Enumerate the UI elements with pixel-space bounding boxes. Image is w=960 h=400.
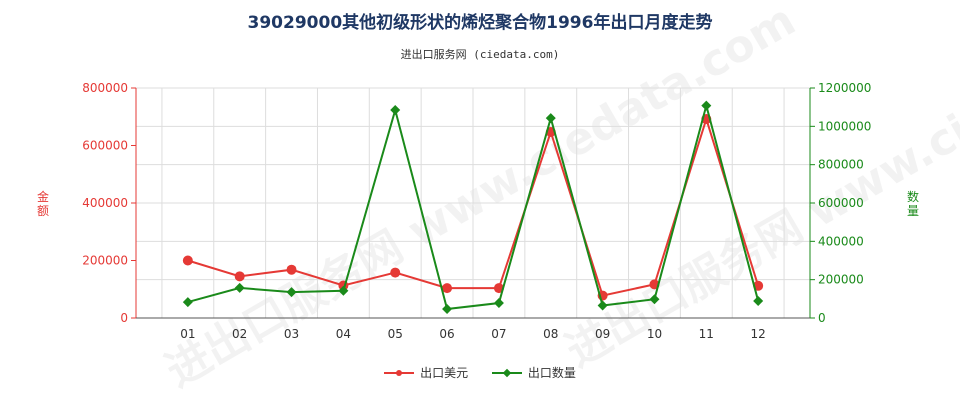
y-right-tick-label: 800000 <box>818 158 864 172</box>
legend-item-export-usd[interactable]: 出口美元 <box>384 364 468 381</box>
x-tick-label: 12 <box>751 327 766 341</box>
y-left-tick-label: 200000 <box>82 254 128 268</box>
chart-title: 39029000其他初级形状的烯烃聚合物1996年出口月度走势 <box>247 13 713 33</box>
series-line-export-qty <box>187 101 760 311</box>
data-point-export-usd <box>442 283 453 294</box>
data-point-export-qty <box>234 282 245 293</box>
data-point-export-usd <box>286 264 297 275</box>
y-right-tick-label: 0 <box>818 311 826 325</box>
data-point-export-qty <box>545 113 556 124</box>
data-point-export-qty <box>182 297 193 308</box>
legend: 出口美元 出口数量 <box>0 364 960 382</box>
y-right-tick-label: 200000 <box>818 273 864 287</box>
series-line-export-usd <box>187 115 760 297</box>
y-left-tick-label: 0 <box>120 311 128 325</box>
x-tick-label: 02 <box>232 327 247 341</box>
legend-swatch-red <box>384 367 415 379</box>
data-point-export-qty <box>597 300 608 311</box>
x-tick-label: 10 <box>647 327 662 341</box>
legend-item-export-qty[interactable]: 出口数量 <box>491 364 576 381</box>
x-tick-label: 11 <box>699 327 714 341</box>
y-axis-right-label: 数量 <box>906 190 919 218</box>
y-right-tick-label: 400000 <box>818 234 864 248</box>
x-tick-label: 06 <box>439 327 454 341</box>
legend-label: 出口美元 <box>420 366 469 380</box>
y-right-tick-label: 1200000 <box>818 81 871 95</box>
data-point-export-qty <box>390 105 401 116</box>
y-right-tick-label: 1000000 <box>818 119 871 133</box>
x-tick-label: 03 <box>284 327 299 341</box>
y-left-tick-label: 600000 <box>82 139 128 153</box>
data-point-export-usd <box>234 271 245 282</box>
legend-swatch-green <box>491 367 522 379</box>
y-left-tick-label: 400000 <box>82 196 128 210</box>
data-point-export-qty <box>286 287 297 298</box>
x-tick-label: 01 <box>180 327 195 341</box>
legend-label: 出口数量 <box>527 366 576 380</box>
data-point-export-qty <box>493 298 504 309</box>
data-point-export-usd <box>182 255 193 266</box>
y-left-tick-label: 800000 <box>82 81 128 95</box>
y-axis-left-label: 金额 <box>36 190 49 218</box>
y-right-tick-label: 600000 <box>818 196 864 210</box>
data-point-export-qty <box>649 294 660 305</box>
x-tick-label: 08 <box>543 327 558 341</box>
data-point-export-qty <box>338 285 349 296</box>
x-tick-label: 07 <box>491 327 506 341</box>
data-point-export-qty <box>753 295 764 306</box>
x-tick-label: 05 <box>388 327 403 341</box>
x-tick-label: 04 <box>336 327 351 341</box>
x-tick-label: 09 <box>595 327 610 341</box>
data-point-export-qty <box>701 100 712 111</box>
chart-subtitle: 进出口服务网 (ciedata.com) <box>400 48 560 61</box>
data-point-export-qty <box>442 303 453 314</box>
data-point-export-usd <box>390 267 401 278</box>
